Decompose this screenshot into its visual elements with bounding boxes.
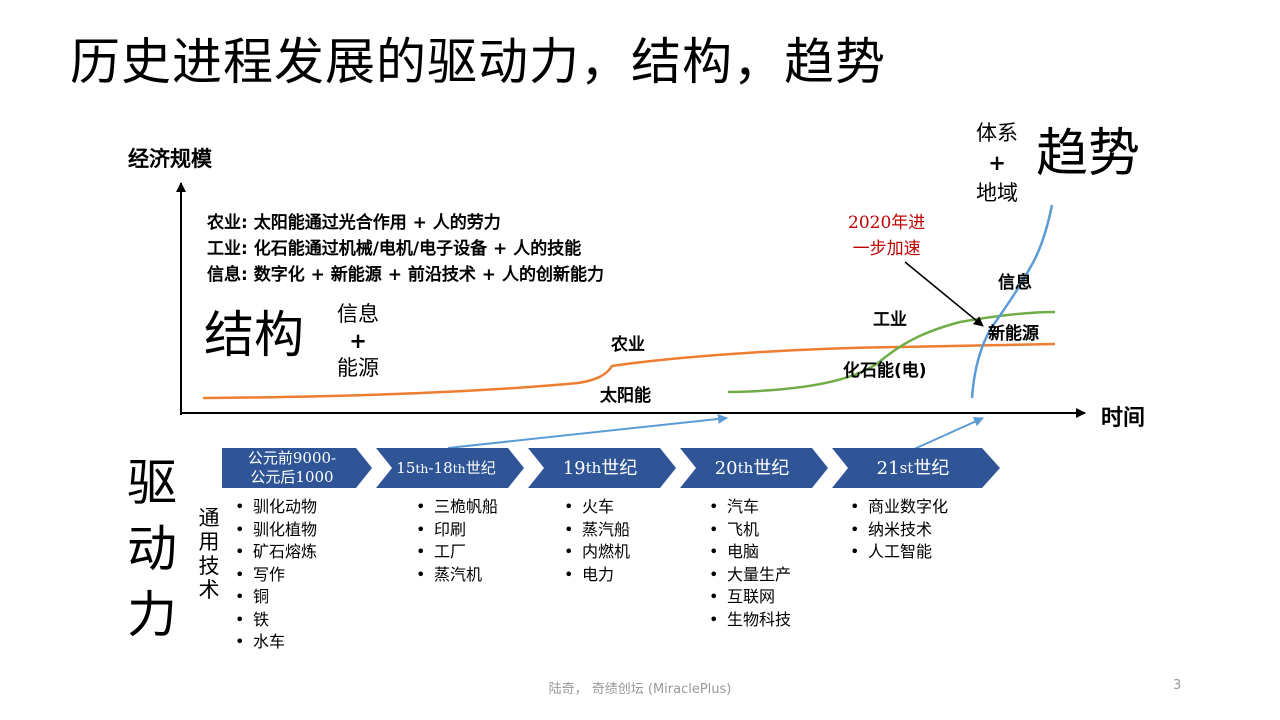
page-title: 历史进程发展的驱动力，结构，趋势: [70, 33, 886, 91]
tech-list-era-2: 三桅帆船印刷工厂蒸汽机: [414, 496, 498, 586]
tech-list-era-1: 驯化动物驯化植物矿石熔炼写作铜铁水车: [233, 496, 317, 654]
description-agriculture: 农业: 太阳能通过光合作用 + 人的劳力: [207, 213, 501, 233]
structure-stack-plus: +: [349, 329, 367, 353]
trend-stack-plus: +: [988, 151, 1006, 175]
trend-stack-system: 体系: [976, 121, 1018, 145]
tech-list-era-5: 商业数字化纳米技术人工智能: [848, 496, 948, 564]
tech-item: 工厂: [414, 541, 498, 564]
tech-item: 生物科技: [707, 609, 791, 632]
general-technology-label: 通用技术: [198, 506, 220, 602]
description-industry: 工业: 化石能通过机械/电机/电子设备 + 人的技能: [207, 239, 582, 259]
tech-list-era-3: 火车蒸汽船内燃机电力: [562, 496, 630, 586]
chevron-shape: [832, 448, 1000, 488]
structure-stack-info: 信息: [337, 302, 379, 326]
tech-item: 蒸汽船: [562, 519, 630, 542]
structure-stack-energy: 能源: [337, 356, 379, 380]
tech-item: 电力: [562, 564, 630, 587]
industry-curve: [727, 310, 1056, 394]
agriculture-label: 农业: [611, 335, 645, 355]
tech-item: 铁: [233, 609, 317, 632]
trend-heading: 趋势: [1036, 124, 1141, 184]
tech-item: 飞机: [707, 519, 791, 542]
structure-heading: 结构: [204, 306, 304, 364]
industry-label: 工业: [873, 310, 907, 330]
footer-credit: 陆奇， 奇绩创坛 (MiraclePlus): [548, 682, 732, 697]
tech-item: 电脑: [707, 541, 791, 564]
tech-item: 商业数字化: [848, 496, 948, 519]
timeline-arrow-2: [911, 417, 984, 451]
chevron-shape: [680, 448, 828, 488]
chevron-shape: [376, 448, 524, 488]
acceleration-note: 2020年进 一步加速: [848, 210, 925, 262]
chevron-era-1-label: 公元前9000- 公元后1000: [247, 449, 337, 486]
tech-item: 驯化动物: [233, 496, 317, 519]
chevron-shape: [528, 448, 676, 488]
information-curve: [970, 204, 1054, 399]
solar-label: 太阳能: [600, 386, 651, 406]
tech-item: 蒸汽机: [414, 564, 498, 587]
acceleration-arrow: [904, 261, 984, 327]
x-axis-label: 时间: [1101, 406, 1146, 431]
acceleration-note-line-2: 一步加速: [852, 239, 921, 259]
tech-item: 矿石熔炼: [233, 541, 317, 564]
tech-item: 驯化植物: [233, 519, 317, 542]
trend-stack-region: 地域: [976, 181, 1018, 205]
tech-item: 三桅帆船: [414, 496, 498, 519]
structure-stack: 信息 + 能源: [330, 301, 386, 382]
tech-item: 写作: [233, 564, 317, 587]
tech-item: 大量生产: [707, 564, 791, 587]
tech-item: 内燃机: [562, 541, 630, 564]
new-energy-label: 新能源: [988, 324, 1039, 344]
tech-item: 互联网: [707, 586, 791, 609]
tech-item: 水车: [233, 631, 317, 654]
agriculture-curve: [202, 342, 1056, 400]
tech-item: 人工智能: [848, 541, 948, 564]
information-label: 信息: [998, 273, 1032, 293]
fossil-label: 化石能(电): [843, 361, 927, 381]
tech-item: 汽车: [707, 496, 791, 519]
y-axis-label: 经济规模: [128, 147, 212, 171]
tech-item: 铜: [233, 586, 317, 609]
driving-force-heading: 驱动力: [127, 454, 177, 644]
trend-stack: 体系 + 地域: [968, 118, 1026, 208]
description-information: 信息: 数字化 + 新能源 + 前沿技术 + 人的创新能力: [207, 265, 604, 285]
chevron-era-1: 公元前9000- 公元后1000: [222, 448, 372, 488]
page-number: 3: [1173, 678, 1182, 693]
chevron-shape: [222, 448, 372, 488]
acceleration-note-line-1: 2020年进: [848, 213, 926, 233]
tech-list-era-4: 汽车飞机电脑大量生产互联网生物科技: [707, 496, 791, 631]
timeline-arrow-1: [447, 413, 728, 449]
tech-item: 纳米技术: [848, 519, 948, 542]
tech-item: 火车: [562, 496, 630, 519]
tech-item: 印刷: [414, 519, 498, 542]
